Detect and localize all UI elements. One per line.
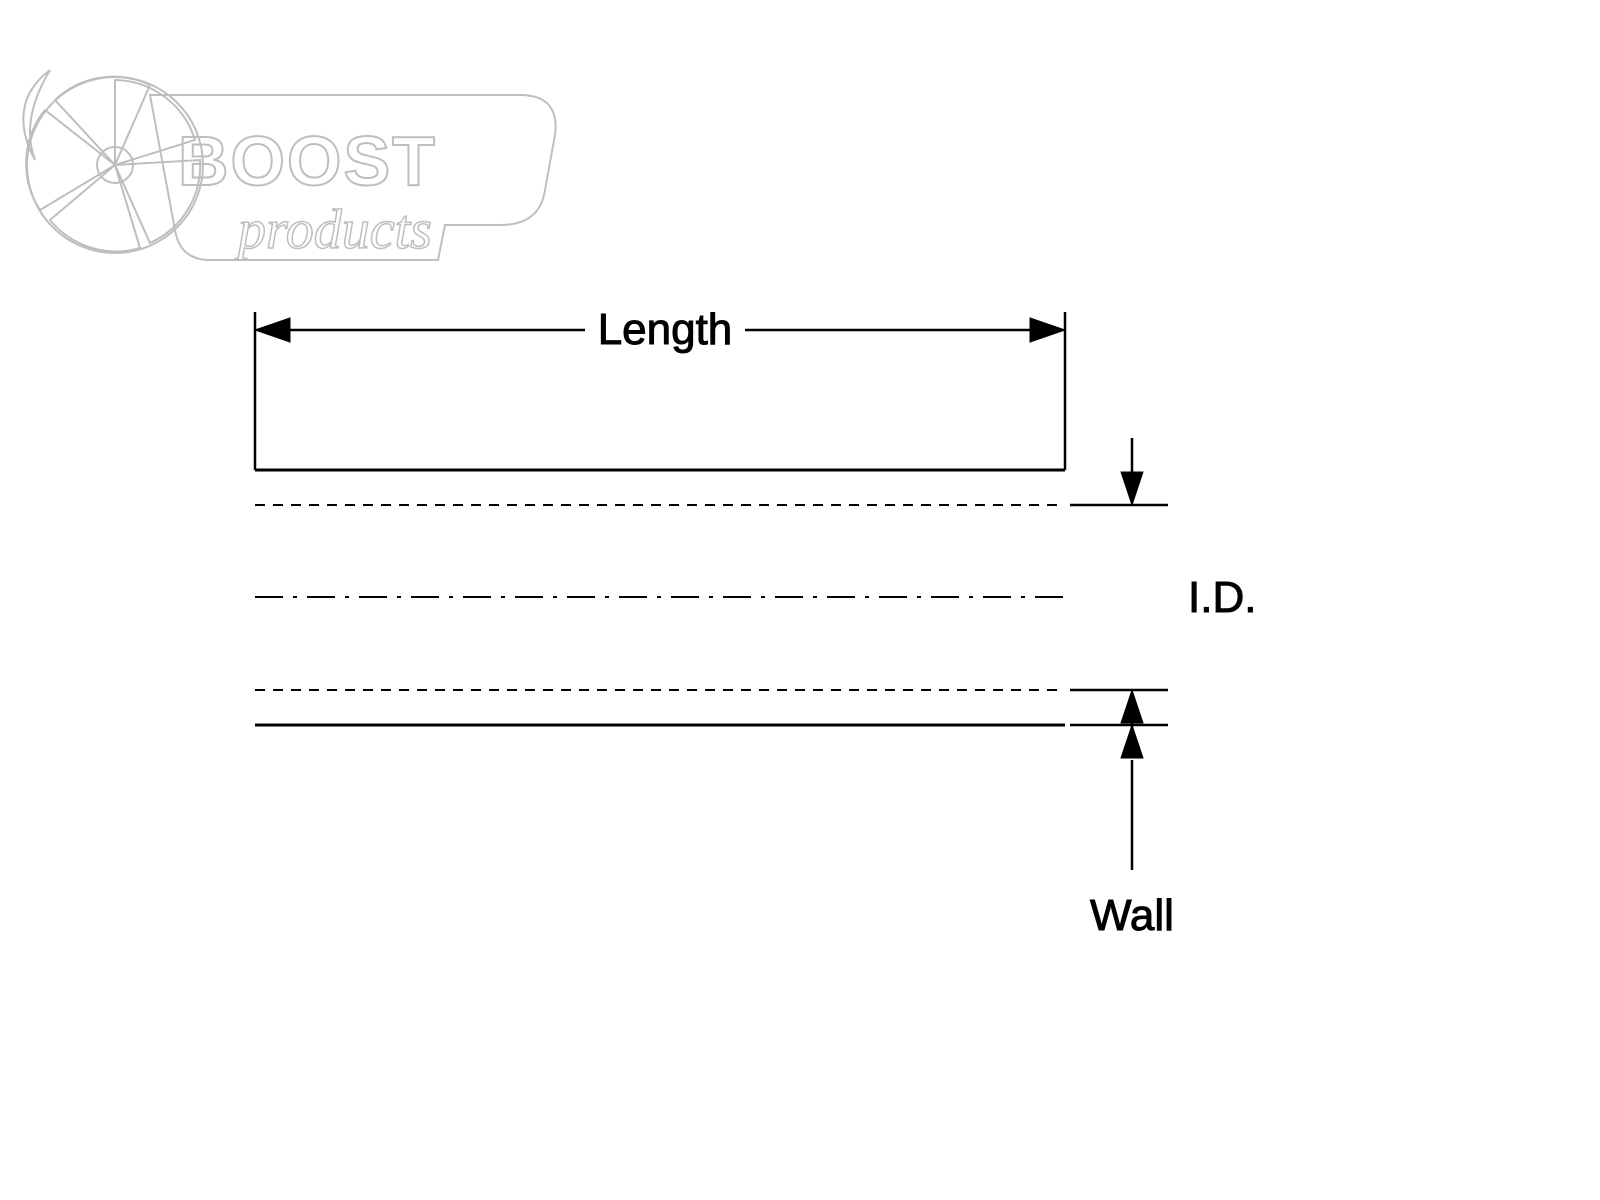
length-dimension: Length xyxy=(255,300,1065,470)
wall-label: Wall xyxy=(1090,891,1174,940)
length-label: Length xyxy=(598,305,733,354)
logo-watermark: BOOST products xyxy=(23,70,555,261)
id-dimension-clean: I.D. xyxy=(1070,438,1256,758)
diagram-canvas: BOOST products Length xyxy=(0,0,1600,1200)
id-label: I.D. xyxy=(1188,573,1256,622)
logo-main-text: BOOST xyxy=(178,122,437,200)
wall-dimension: Wall xyxy=(1070,725,1174,940)
tube xyxy=(255,470,1065,725)
logo-sub-text: products xyxy=(234,199,432,261)
